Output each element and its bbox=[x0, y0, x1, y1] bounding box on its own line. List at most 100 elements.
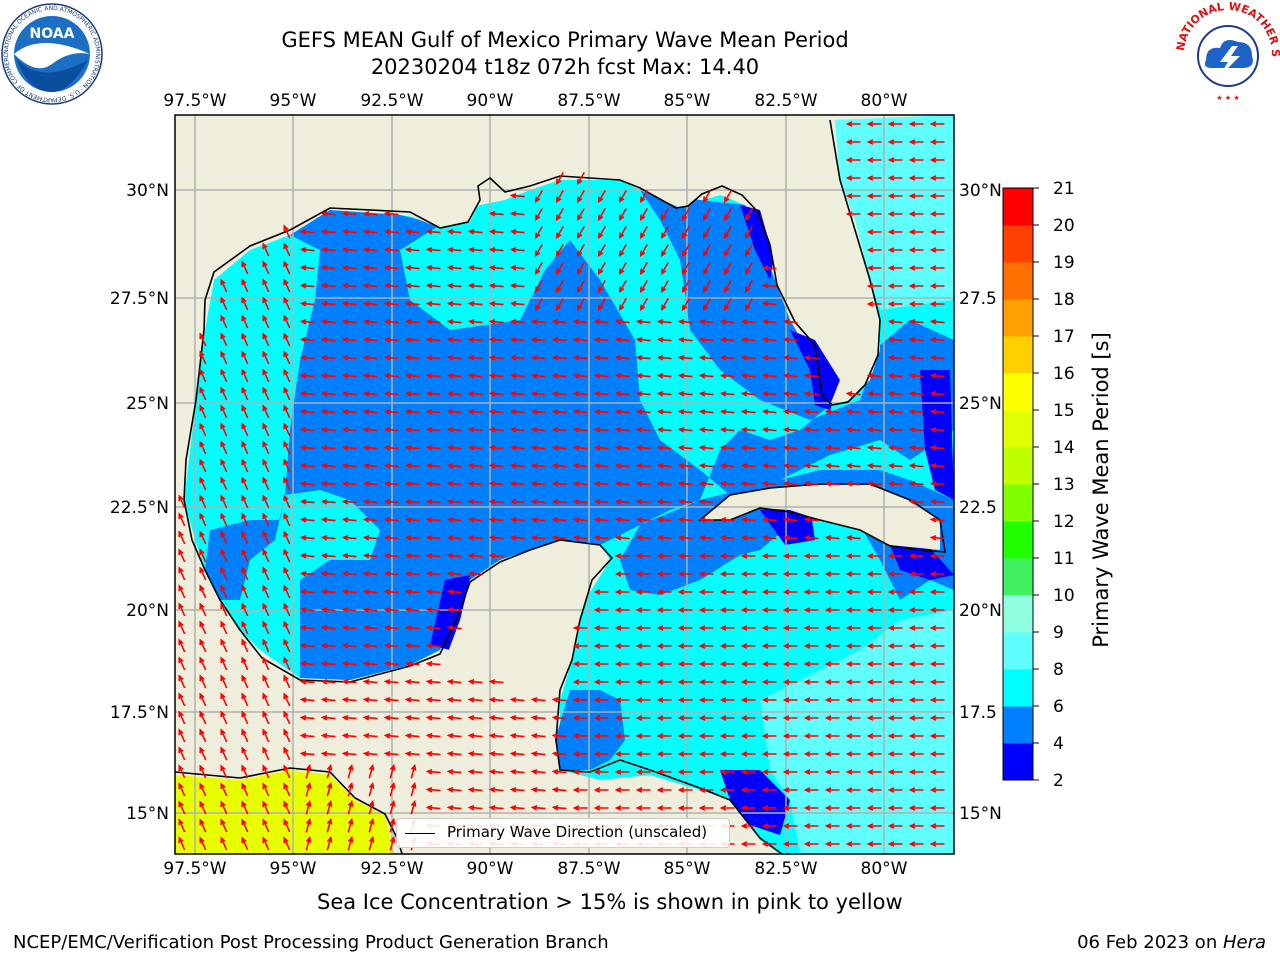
wave-arrow bbox=[929, 318, 945, 325]
wave-arrow bbox=[199, 512, 207, 527]
wave-arrow bbox=[283, 638, 291, 653]
wave-arrow bbox=[614, 661, 630, 667]
wave-arrow bbox=[341, 660, 357, 667]
wave-arrow bbox=[320, 228, 336, 235]
wave-arrow bbox=[929, 715, 945, 721]
wave-arrow bbox=[446, 246, 462, 253]
wave-arrow bbox=[341, 408, 357, 415]
wave-arrow bbox=[467, 372, 483, 379]
title-line-2: 20230204 t18z 072h fcst Max: 14.40 bbox=[370, 55, 760, 79]
colorbar-segment bbox=[1003, 447, 1033, 485]
wave-arrow bbox=[656, 480, 672, 487]
wave-arrow bbox=[702, 297, 711, 312]
wave-arrow bbox=[572, 534, 588, 541]
wave-arrow bbox=[299, 408, 315, 415]
lon-label: 80°W bbox=[861, 859, 908, 879]
wave-arrow bbox=[425, 426, 441, 433]
wave-arrow bbox=[283, 296, 291, 311]
wave-arrow bbox=[283, 746, 291, 761]
wave-arrow bbox=[740, 354, 756, 361]
wave-arrow bbox=[467, 552, 483, 559]
wave-arrow bbox=[410, 799, 417, 815]
footer-credit: NCEP/EMC/Verification Post Processing Pr… bbox=[13, 932, 609, 953]
wave-arrow bbox=[178, 800, 186, 815]
wave-arrow bbox=[614, 480, 630, 487]
wave-arrow bbox=[404, 480, 420, 487]
wave-arrow bbox=[389, 835, 396, 851]
wave-arrow bbox=[866, 247, 882, 253]
wave-arrow bbox=[660, 261, 669, 276]
wave-arrow bbox=[593, 787, 609, 793]
wave-arrow bbox=[908, 175, 924, 181]
wave-arrow bbox=[199, 620, 207, 635]
wave-arrow bbox=[551, 714, 567, 721]
wave-arrow bbox=[467, 426, 483, 433]
colorbar-tick-label: 8 bbox=[1053, 660, 1064, 680]
wave-arrow bbox=[740, 643, 756, 649]
wave-arrow bbox=[656, 516, 672, 523]
wave-arrow bbox=[698, 769, 714, 775]
colorbar-tick-label: 2 bbox=[1053, 771, 1064, 791]
wave-arrow bbox=[425, 444, 441, 451]
wave-arrow bbox=[618, 225, 627, 240]
wave-arrow bbox=[341, 318, 357, 325]
wave-arrow bbox=[320, 318, 336, 325]
wave-arrow bbox=[262, 530, 270, 545]
wave-arrow bbox=[677, 643, 693, 649]
wave-arrow bbox=[551, 480, 567, 487]
wave-arrow bbox=[467, 804, 483, 811]
wave-arrow bbox=[576, 261, 585, 276]
wave-arrow bbox=[744, 261, 753, 276]
wave-arrow bbox=[866, 589, 882, 595]
wave-arrow bbox=[803, 408, 819, 415]
lat-label: 17.5 bbox=[959, 703, 997, 723]
wave-arrow bbox=[593, 715, 609, 721]
wave-arrow bbox=[908, 571, 924, 577]
wave-arrow bbox=[761, 787, 777, 793]
wave-arrow bbox=[635, 715, 651, 721]
wave-arrow bbox=[908, 390, 924, 397]
wave-arrow bbox=[425, 714, 441, 721]
wave-arrow bbox=[488, 246, 504, 253]
wave-arrow bbox=[660, 225, 669, 240]
wave-arrow bbox=[698, 625, 714, 631]
wave-arrow bbox=[677, 679, 693, 685]
wave-arrow bbox=[488, 300, 504, 307]
wave-arrow bbox=[341, 480, 357, 487]
wave-arrow bbox=[929, 697, 945, 703]
wave-arrow bbox=[199, 692, 207, 707]
wave-arrow bbox=[929, 625, 945, 631]
wave-arrow bbox=[761, 751, 777, 757]
wave-arrow bbox=[404, 678, 420, 685]
wave-arrow bbox=[845, 733, 861, 739]
wave-arrow bbox=[320, 624, 336, 631]
colorbar-tick-label: 11 bbox=[1053, 549, 1075, 569]
wave-arrow bbox=[656, 426, 672, 433]
wave-arrow bbox=[446, 498, 462, 505]
wave-arrow bbox=[383, 642, 399, 649]
colorbar-tick-label: 15 bbox=[1053, 401, 1075, 421]
wave-arrow bbox=[908, 301, 924, 307]
wave-arrow bbox=[488, 444, 504, 451]
wave-arrow bbox=[404, 624, 420, 631]
wave-arrow bbox=[305, 817, 312, 833]
wave-arrow bbox=[597, 225, 606, 240]
wave-arrow bbox=[782, 390, 798, 397]
wave-arrow bbox=[368, 817, 375, 833]
wave-arrow bbox=[178, 728, 186, 743]
wave-arrow bbox=[220, 602, 228, 617]
wave-arrow bbox=[656, 498, 672, 505]
wave-arrow bbox=[283, 494, 291, 509]
wave-arrow bbox=[614, 697, 630, 703]
wave-arrow bbox=[299, 444, 315, 451]
wave-arrow bbox=[509, 318, 525, 325]
wave-arrow bbox=[241, 332, 249, 347]
wave-arrow bbox=[341, 246, 357, 253]
wave-arrow bbox=[467, 534, 483, 541]
wave-arrow bbox=[509, 246, 525, 253]
wave-arrow bbox=[572, 625, 588, 631]
wave-arrow bbox=[761, 462, 777, 469]
wave-arrow bbox=[572, 516, 588, 523]
wave-arrow bbox=[614, 769, 630, 775]
wave-arrow bbox=[178, 602, 186, 617]
